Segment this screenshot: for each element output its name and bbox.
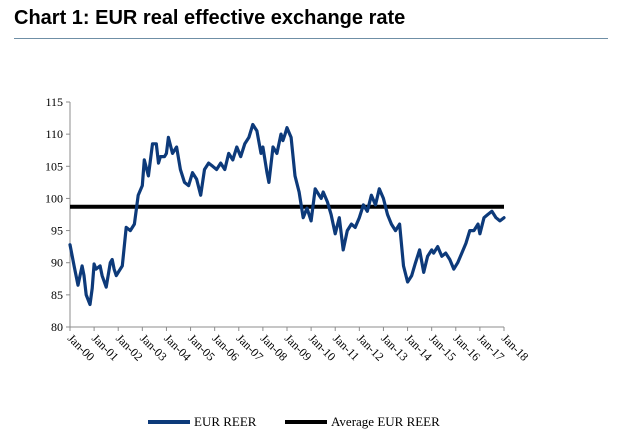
y-tick-label: 85 [51, 288, 63, 302]
x-tick-label: Jan-08 [258, 331, 291, 364]
y-tick-label: 95 [51, 224, 63, 238]
y-tick-label: 80 [51, 320, 63, 334]
x-tick-label: Jan-06 [210, 331, 243, 364]
x-tick-label: Jan-11 [330, 331, 362, 363]
y-tick-label: 105 [45, 159, 63, 173]
y-tick-label: 110 [45, 127, 63, 141]
x-tick-label: Jan-05 [185, 331, 218, 364]
chart-legend: EUR REER Average EUR REER [0, 414, 618, 434]
x-tick-label: Jan-10 [306, 331, 339, 364]
x-tick-label: Jan-04 [161, 331, 194, 364]
legend-swatch-eur-reer [148, 420, 190, 424]
x-tick-label: Jan-09 [282, 331, 315, 364]
x-tick-label: Jan-03 [137, 331, 170, 364]
title-divider [14, 38, 608, 39]
y-tick-label: 115 [45, 95, 63, 109]
x-tick-label: Jan-07 [234, 331, 267, 364]
series-line-eur-reer [68, 122, 506, 307]
x-tick-label: Jan-15 [427, 331, 460, 364]
y-tick-label: 100 [45, 191, 63, 205]
x-tick-label: Jan-16 [451, 331, 484, 364]
y-tick-label: 90 [51, 256, 63, 270]
legend-item-average: Average EUR REER [285, 414, 440, 430]
x-tick-label: Jan-14 [402, 331, 435, 364]
x-tick-label: Jan-12 [354, 331, 387, 364]
legend-label-eur-reer: EUR REER [194, 414, 257, 429]
x-tick-label: Jan-17 [475, 331, 508, 364]
legend-swatch-average [285, 420, 327, 424]
x-tick-label: Jan-18 [499, 331, 532, 364]
chart-title: Chart 1: EUR real effective exchange rat… [14, 7, 406, 29]
legend-item-eur-reer: EUR REER [148, 414, 256, 430]
legend-label-average: Average EUR REER [331, 414, 440, 429]
x-tick-label: Jan-02 [113, 331, 146, 364]
x-tick-label: Jan-01 [89, 331, 122, 364]
x-tick-label: Jan-13 [378, 331, 411, 364]
x-tick-label: Jan-00 [65, 331, 98, 364]
